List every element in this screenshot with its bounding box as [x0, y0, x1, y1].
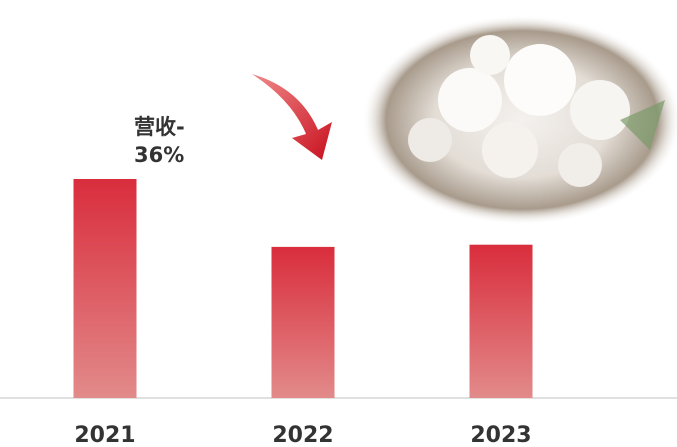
bar	[469, 244, 533, 398]
decline-arrow	[252, 74, 332, 160]
x-tick-label: 2021	[74, 423, 135, 447]
annotation: 营收-	[134, 115, 185, 139]
x-tick-label: 2022	[272, 423, 333, 447]
cotton-image	[362, 15, 677, 225]
bar	[271, 246, 335, 398]
x-tick-label: 2023	[470, 423, 531, 447]
annotation: 36%	[134, 143, 184, 167]
bar	[73, 179, 137, 398]
